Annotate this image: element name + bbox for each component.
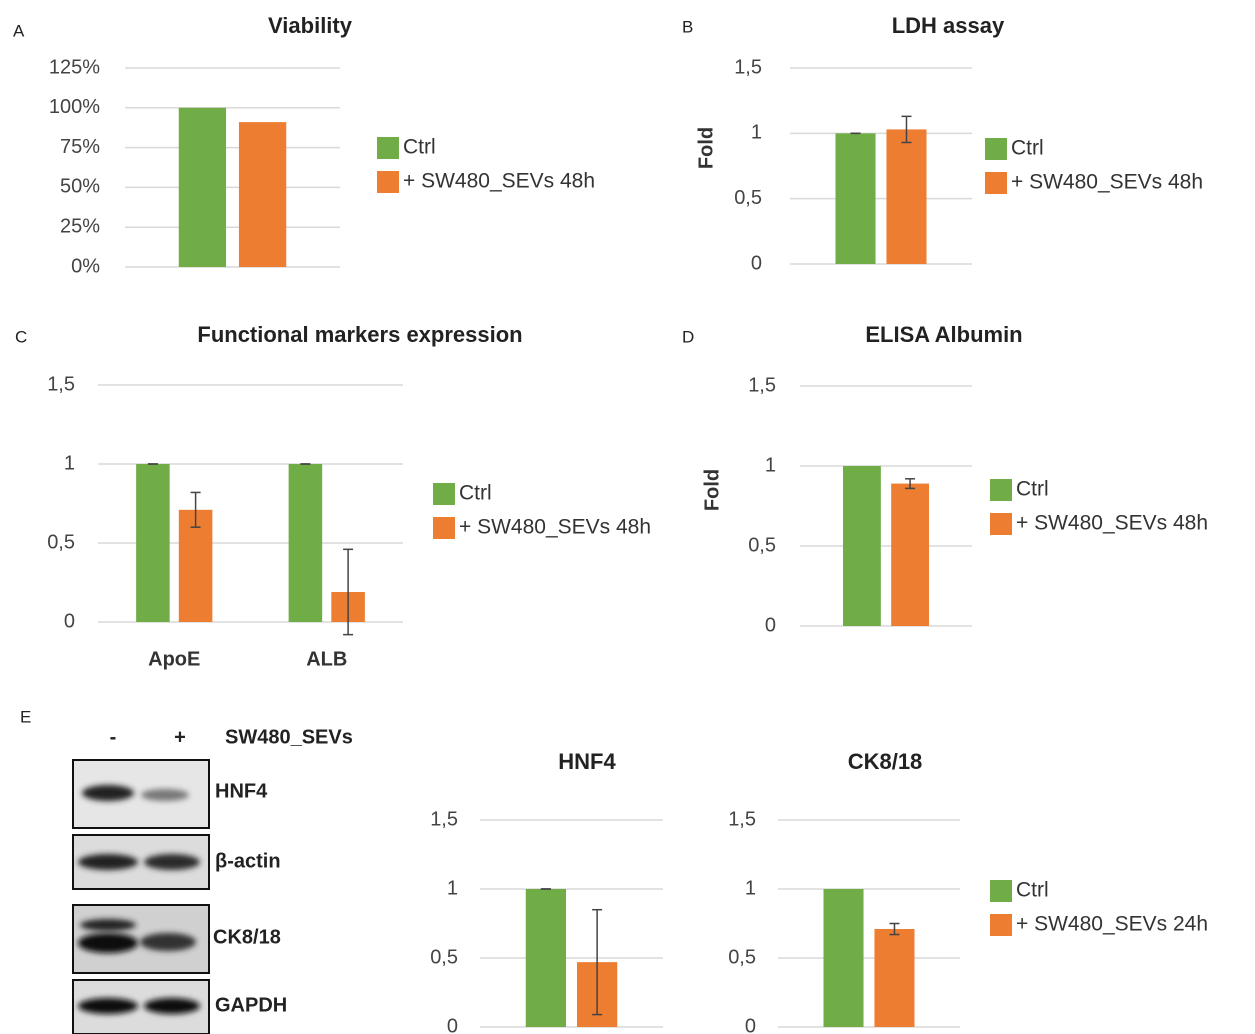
y-tick-label: 25% (60, 215, 100, 237)
legend-label: + SW480_SEVs 48h (403, 170, 595, 193)
panel-letter: D (682, 327, 694, 346)
legend-swatch (433, 517, 455, 539)
y-tick-label: 0,5 (47, 531, 75, 553)
blot-band (144, 854, 200, 870)
chart: HNF4 0 0,5 1 1,5 (430, 749, 663, 1034)
y-tick-label: 0 (447, 1015, 458, 1034)
chart: LDH assay B Fold 0 0,5 1 1,5 Ctrl + SW480_SEVs 4… (682, 13, 1203, 274)
chart: Viability A 0% 25% 50% 75% 100% 125% Ctrl + SW480… (13, 13, 595, 277)
legend-label: Ctrl (459, 482, 492, 505)
y-axis-label: Fold (701, 469, 723, 511)
bar (289, 464, 323, 622)
legend-swatch (377, 171, 399, 193)
chart-title: HNF4 (558, 749, 616, 774)
legend-swatch (433, 483, 455, 505)
bar (836, 133, 876, 264)
bar (843, 466, 881, 626)
legend-label: Ctrl (403, 136, 436, 159)
bar (179, 108, 226, 267)
blot-band (141, 789, 189, 801)
legend-swatch (990, 880, 1012, 902)
chart-title: ELISA Albumin (865, 322, 1022, 347)
bar (824, 889, 864, 1027)
y-tick-label: 1 (447, 877, 458, 899)
y-tick-label: 1 (745, 877, 756, 899)
y-tick-label: 0,5 (734, 187, 762, 209)
panel-letter: E (20, 707, 31, 726)
bar (874, 929, 914, 1027)
legend-swatch (990, 479, 1012, 501)
y-tick-label: 125% (49, 56, 100, 78)
bar (886, 129, 926, 264)
legend-label: Ctrl (1011, 137, 1044, 160)
legend-label: + SW480_SEVs 48h (1016, 512, 1208, 535)
y-tick-label: 100% (49, 96, 100, 118)
y-axis-label: Fold (695, 127, 717, 169)
legend-swatch (990, 513, 1012, 535)
blot-band (78, 854, 138, 870)
chart-title: LDH assay (892, 13, 1005, 38)
legend-swatch (985, 138, 1007, 160)
y-tick-label: 0,5 (728, 946, 756, 968)
legend-label: + SW480_SEVs 48h (1011, 171, 1203, 194)
blot-band (78, 933, 138, 953)
y-tick-label: 1 (751, 122, 762, 144)
x-tick-label: ApoE (148, 648, 200, 670)
y-tick-label: 1 (64, 452, 75, 474)
blot-band (80, 919, 136, 931)
band-label: CK8/18 (213, 926, 281, 948)
legend-swatch (377, 137, 399, 159)
lane-label: + (174, 726, 186, 748)
blot-band (140, 933, 196, 951)
legend-label: Ctrl (1016, 879, 1049, 902)
bar (239, 122, 286, 267)
y-tick-label: 0 (765, 614, 776, 636)
x-tick-label: ALB (306, 648, 347, 670)
y-tick-label: 1,5 (430, 808, 458, 830)
legend-swatch (985, 172, 1007, 194)
y-tick-label: 75% (60, 136, 100, 158)
chart: Functional markers expression C 0 0,5 1 1,5 Ap… (15, 322, 651, 670)
y-tick-label: 0,5 (748, 534, 776, 556)
y-tick-label: 0 (745, 1015, 756, 1034)
panel-letter: C (15, 327, 27, 346)
bar (526, 889, 566, 1027)
y-tick-label: 0 (751, 252, 762, 274)
legend-swatch (990, 914, 1012, 936)
blot-band (144, 998, 200, 1014)
chart: ELISA Albumin D Fold 0 0,5 1 1,5 Ctrl + SW480_SE… (682, 322, 1208, 636)
y-tick-label: 50% (60, 176, 100, 198)
y-tick-label: 1,5 (734, 56, 762, 78)
y-tick-label: 1 (765, 454, 776, 476)
legend-label: + SW480_SEVs 24h (1016, 913, 1208, 936)
band-label: GAPDH (215, 994, 287, 1016)
y-tick-label: 0 (64, 610, 75, 632)
blot-band (78, 998, 138, 1014)
figure: E - + SW480_SEVs HNF4 β-actin CK8/18 GAP… (0, 0, 1255, 1034)
lane-label: - (110, 726, 117, 748)
chart: CK8/18 0 0,5 1 1,5 Ctrl + SW480_SEVs 24h (728, 749, 1208, 1034)
y-tick-label: 0% (71, 255, 100, 277)
treatment-label: SW480_SEVs (225, 726, 353, 748)
chart-title: Functional markers expression (197, 322, 522, 347)
bar (891, 484, 929, 626)
bar (136, 464, 170, 622)
legend-label: Ctrl (1016, 478, 1049, 501)
chart-title: Viability (268, 13, 353, 38)
y-tick-label: 1,5 (47, 373, 75, 395)
blot-band (82, 785, 134, 801)
chart-title: CK8/18 (848, 749, 923, 774)
western-blot: E - + SW480_SEVs HNF4 β-actin CK8/18 GAP… (20, 707, 353, 1034)
y-tick-label: 1,5 (728, 808, 756, 830)
band-label: β-actin (215, 850, 281, 872)
panel-letter: B (682, 17, 693, 36)
y-tick-label: 0,5 (430, 946, 458, 968)
legend-label: + SW480_SEVs 48h (459, 516, 651, 539)
panel-letter: A (13, 21, 25, 40)
band-label: HNF4 (215, 780, 268, 802)
y-tick-label: 1,5 (748, 374, 776, 396)
